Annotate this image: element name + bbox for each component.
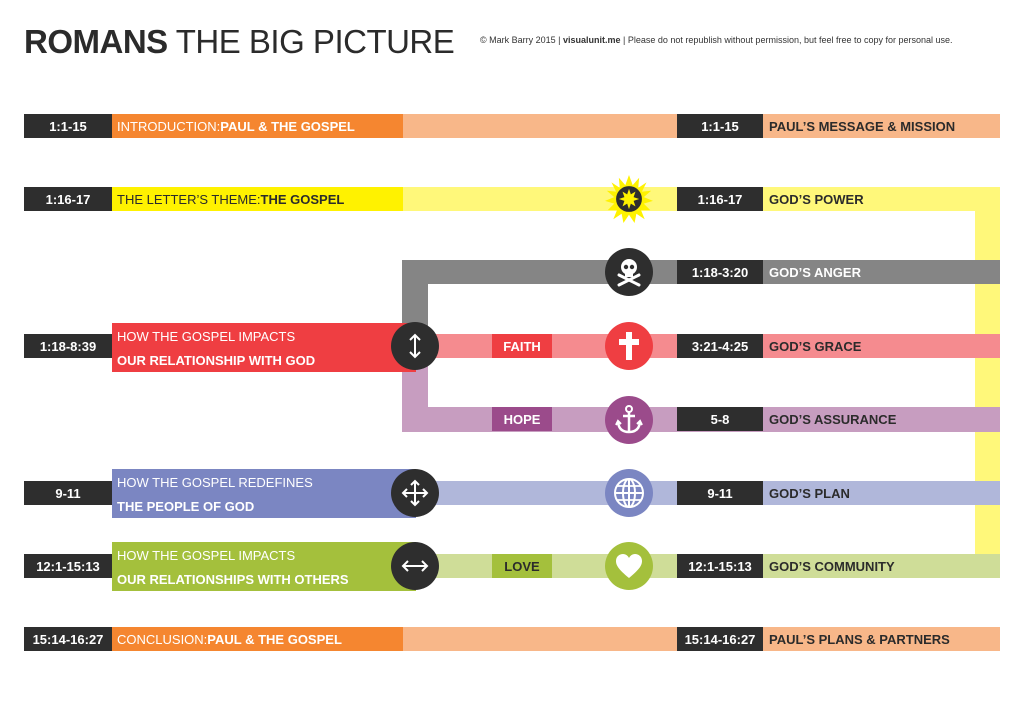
intro-right-ref: 1:1-15: [677, 114, 763, 138]
copyright-post: | Please do not republish without permis…: [620, 35, 953, 45]
others-line1: HOW THE GOSPEL IMPACTS: [117, 548, 296, 563]
anger-right-ref: 1:18-3:20: [677, 260, 763, 284]
anchor-icon: [605, 396, 653, 444]
intro-ref: 1:1-15: [24, 114, 112, 138]
grace-right-ref: 3:21-4:25: [677, 334, 763, 358]
plan-right-ref: 9-11: [677, 481, 763, 505]
people-block: HOW THE GOSPEL REDEFINES THE PEOPLE OF G…: [112, 469, 416, 518]
sunburst-icon: [605, 175, 653, 223]
heart-icon: [605, 542, 653, 590]
globe-icon: [605, 469, 653, 517]
intro-label-pre: INTRODUCTION:: [117, 118, 221, 134]
relationship-god-block: HOW THE GOSPEL IMPACTS OUR RELATIONSHIP …: [112, 323, 416, 372]
conclusion-ref: 15:14-16:27: [24, 627, 112, 651]
people-line2: THE PEOPLE OF GOD: [117, 499, 255, 514]
title-bold: ROMANS: [24, 23, 168, 60]
faith-tag: FAITH: [492, 334, 552, 358]
assurance-right-label: GOD’S ASSURANCE: [769, 411, 897, 427]
theme-ref: 1:16-17: [24, 187, 112, 211]
copyright-notice: © Mark Barry 2015 | visualunit.me | Plea…: [480, 34, 953, 46]
theme-right-ref: 1:16-17: [677, 187, 763, 211]
people-line1: HOW THE GOSPEL REDEFINES: [117, 475, 313, 490]
intro-label-bold: PAUL & THE GOSPEL: [220, 118, 355, 134]
conclusion-right-label: PAUL’S PLANS & PARTNERS: [769, 631, 950, 647]
theme-label-pre: THE LETTER’S THEME:: [117, 191, 261, 207]
skull-crossbones-icon: [605, 248, 653, 296]
theme-label-bold: THE GOSPEL: [260, 191, 345, 207]
intro-right-label: PAUL’S MESSAGE & MISSION: [769, 118, 956, 134]
plan-right-label: GOD’S PLAN: [769, 485, 850, 501]
gray-connector-vertical: [402, 260, 428, 332]
community-right-ref: 12:1-15:13: [677, 554, 763, 578]
yellow-connector-vertical: [975, 187, 1000, 578]
assurance-right-ref: 5-8: [677, 407, 763, 431]
relationship-god-line2: OUR RELATIONSHIP WITH GOD: [117, 353, 316, 368]
others-line2: OUR RELATIONSHIPS WITH OTHERS: [117, 572, 349, 587]
cross-icon: [605, 322, 653, 370]
vertical-arrows-icon: [391, 322, 439, 370]
conclusion-label-pre: CONCLUSION:: [117, 631, 208, 647]
conclusion-label: CONCLUSION: PAUL & THE GOSPEL: [112, 627, 403, 651]
conclusion-right-ref: 15:14-16:27: [677, 627, 763, 651]
theme-right-label: GOD’S POWER: [769, 191, 864, 207]
love-tag: LOVE: [492, 554, 552, 578]
grace-right-label: GOD’S GRACE: [769, 338, 862, 354]
community-right-label: GOD’S COMMUNITY: [769, 558, 895, 574]
others-block: HOW THE GOSPEL IMPACTS OUR RELATIONSHIPS…: [112, 542, 416, 591]
relationship-god-line1: HOW THE GOSPEL IMPACTS: [117, 329, 296, 344]
others-ref: 12:1-15:13: [24, 554, 112, 578]
intro-label: INTRODUCTION: PAUL & THE GOSPEL: [112, 114, 403, 138]
theme-label: THE LETTER’S THEME: THE GOSPEL: [112, 187, 403, 211]
title-rest: THE BIG PICTURE: [167, 23, 455, 60]
copyright-pre: © Mark Barry 2015 |: [480, 35, 563, 45]
anger-right-label: GOD’S ANGER: [763, 260, 1000, 284]
page-title: ROMANS THE BIG PICTURE: [24, 22, 455, 62]
people-ref: 9-11: [24, 481, 112, 505]
relationship-god-ref: 1:18-8:39: [24, 334, 112, 358]
four-way-arrows-icon: [391, 469, 439, 517]
hope-tag: HOPE: [492, 407, 552, 431]
horizontal-arrows-icon: [391, 542, 439, 590]
copyright-site: visualunit.me: [563, 35, 621, 45]
conclusion-label-bold: PAUL & THE GOSPEL: [207, 631, 342, 647]
